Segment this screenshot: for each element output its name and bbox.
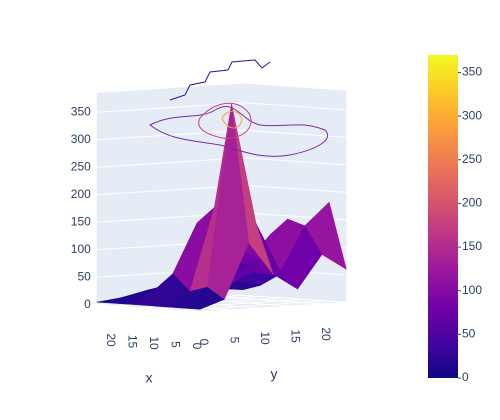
z-tick-label: 300	[71, 132, 91, 146]
x-tick-label: 10	[147, 336, 161, 350]
colorbar-tick-label: 50	[462, 327, 476, 341]
x-tick-label: 0	[190, 343, 204, 350]
contour-line	[221, 111, 243, 129]
grid-line	[218, 296, 323, 305]
colorbar-tick-label: 350	[462, 65, 482, 79]
x-tick-label: 5	[168, 341, 182, 348]
x-tick-label: 15	[125, 335, 139, 349]
contour-line	[198, 102, 252, 139]
y-tick-label: 20	[319, 327, 333, 341]
colorbar-tick-label: 150	[462, 239, 482, 253]
z-tick-label: 350	[71, 104, 91, 118]
grid-line	[96, 304, 201, 313]
colorbar-tick-label: 300	[462, 108, 482, 122]
y-tick-label: 0	[197, 339, 211, 346]
z-tick-label: 0	[84, 297, 91, 311]
colorbar-tick-label: 0	[462, 370, 469, 384]
colorbar-tick-label: 250	[462, 152, 482, 166]
colorbar-tick-label: 200	[462, 196, 482, 210]
grid-line	[96, 102, 347, 113]
grid-line	[96, 157, 347, 168]
contour-line	[169, 59, 271, 101]
grid-line	[96, 129, 347, 141]
surface-patch	[182, 286, 225, 310]
z-tick-label: 100	[71, 242, 91, 256]
z-tick-label: 200	[71, 187, 91, 201]
z-tick-label: 50	[77, 269, 91, 283]
y-tick-label: 10	[258, 331, 272, 345]
colorbar-tick-label: 100	[462, 283, 482, 297]
z-tick-label: 250	[71, 159, 91, 173]
x-tick-label: 20	[104, 333, 118, 347]
y-tick-label: 15	[288, 329, 302, 343]
x-axis-title: x	[146, 370, 153, 386]
colorbar	[428, 55, 458, 378]
pane	[96, 295, 347, 312]
z-tick-label: 150	[71, 214, 91, 228]
scene: 0 50 100 150 200 250 300 350	[71, 83, 347, 313]
y-axis-title: y	[271, 366, 278, 382]
top-contours	[149, 59, 328, 157]
y-tick-label: 5	[227, 337, 241, 344]
contour-line	[149, 105, 328, 157]
